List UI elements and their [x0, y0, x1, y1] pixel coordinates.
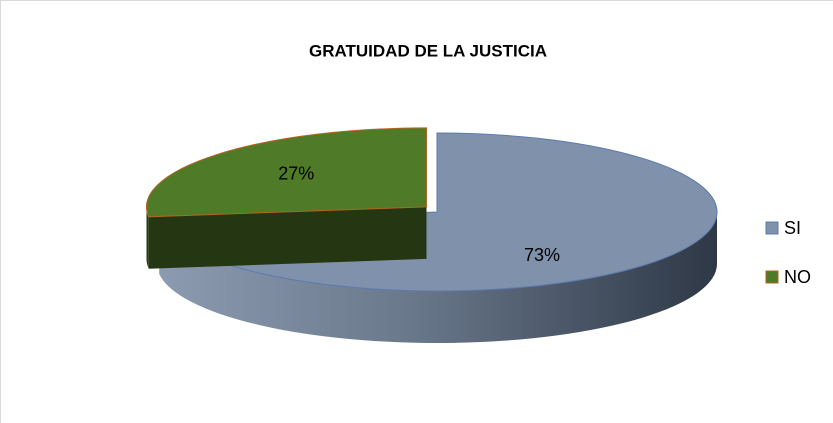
legend-swatch [765, 270, 779, 284]
chart-title: GRATUIDAD DE LA JUSTICIA [309, 41, 547, 60]
legend-swatch [765, 221, 779, 235]
slice-side [146, 206, 149, 269]
data-label: 73% [524, 245, 560, 265]
legend-label: NO [784, 267, 811, 287]
slice-wall [148, 206, 427, 269]
slice-side [159, 212, 717, 343]
legend-label: SI [784, 218, 801, 238]
slice [146, 127, 427, 218]
data-label: 27% [278, 163, 314, 183]
